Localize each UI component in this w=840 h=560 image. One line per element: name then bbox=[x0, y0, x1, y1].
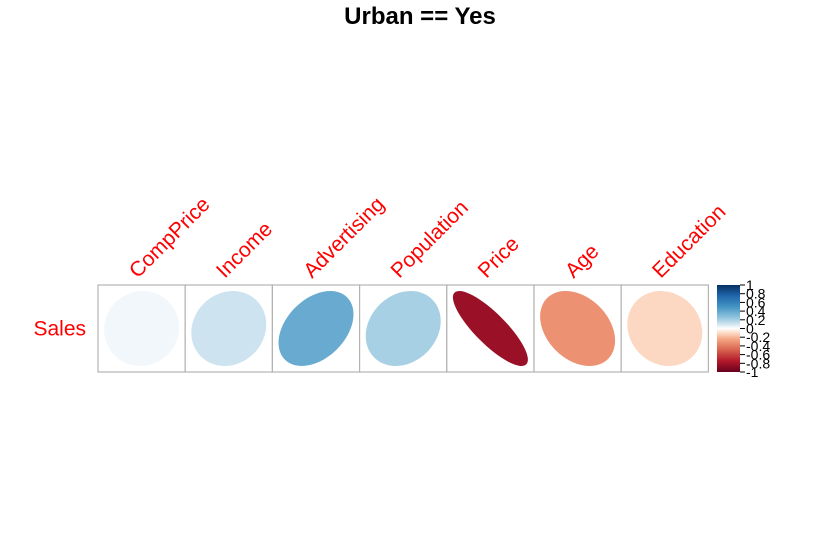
legend-tick-label: 1 bbox=[746, 277, 754, 293]
ellipse-advertising bbox=[278, 291, 354, 366]
legend-tick-label: 0.6 bbox=[746, 294, 766, 310]
column-label: Price bbox=[474, 232, 524, 282]
correlation-cells bbox=[97, 284, 710, 373]
column-label: Income bbox=[212, 218, 277, 283]
legend-tick-label: -1 bbox=[746, 364, 759, 380]
legend-tick-label: 0.4 bbox=[746, 303, 766, 319]
ellipse-population bbox=[365, 291, 441, 366]
legend-tick-label: -0.2 bbox=[746, 329, 770, 345]
ellipse-price bbox=[452, 291, 528, 366]
ellipse-income bbox=[191, 291, 267, 366]
row-labels: Sales bbox=[33, 318, 86, 341]
color-legend: 10.80.60.40.20-0.2-0.4-0.6-0.8-1 bbox=[717, 277, 770, 380]
ellipse-age bbox=[540, 291, 616, 366]
legend-tick-label: -0.4 bbox=[746, 338, 770, 354]
column-label: Advertising bbox=[299, 193, 389, 283]
chart-title: Urban == Yes bbox=[344, 3, 496, 30]
column-label: Age bbox=[561, 240, 604, 283]
legend-color-bar bbox=[717, 285, 740, 372]
legend-tick-label: 0 bbox=[746, 321, 754, 337]
row-label: Sales bbox=[33, 318, 86, 341]
column-label: Population bbox=[386, 196, 472, 282]
legend-tick-label: -0.6 bbox=[746, 347, 770, 363]
legend-tick-label: 0.8 bbox=[746, 286, 766, 302]
column-label: CompPrice bbox=[125, 193, 215, 283]
ellipse-compprice bbox=[104, 291, 180, 366]
legend-tick-label: 0.2 bbox=[746, 312, 766, 328]
column-label: Education bbox=[648, 200, 730, 282]
ellipse-education bbox=[627, 291, 703, 366]
legend-tick-label: -0.8 bbox=[746, 355, 770, 371]
